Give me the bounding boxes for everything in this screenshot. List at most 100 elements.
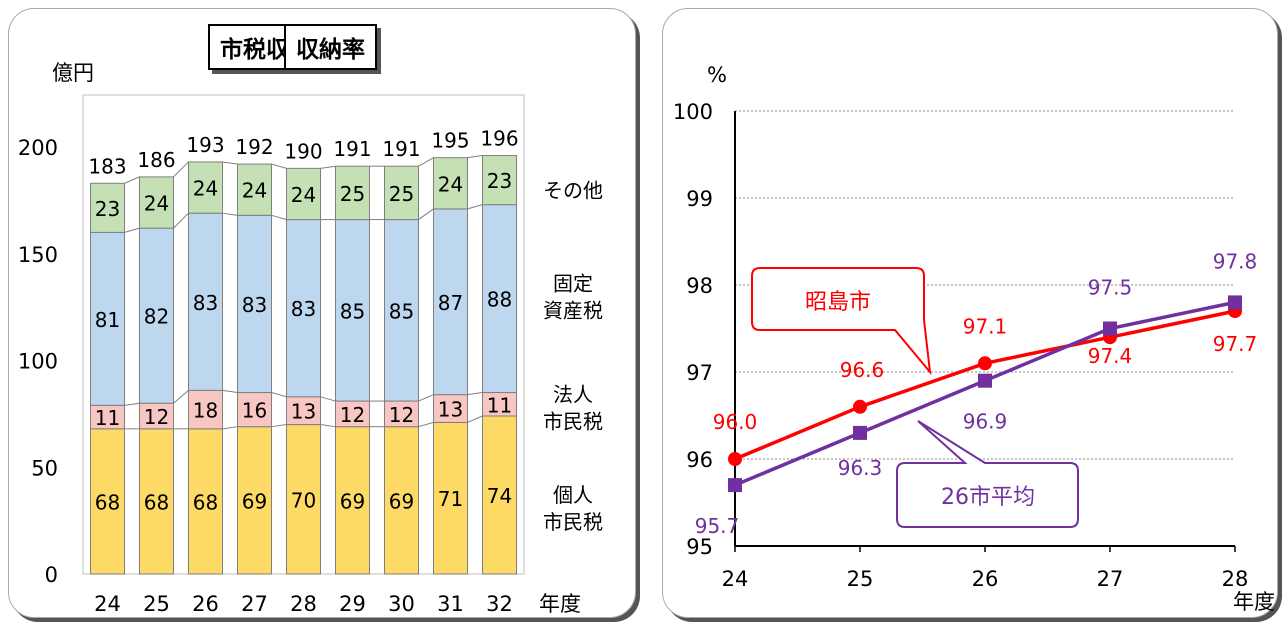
data-label-1: 97.8 <box>1213 249 1258 273</box>
bar-value-label: 83 <box>193 291 218 315</box>
series-connector-line <box>467 392 483 396</box>
bar-value-label: 13 <box>438 398 463 422</box>
x-axis-label: 年度 <box>1233 590 1275 614</box>
bar-segment <box>237 426 272 575</box>
bar-segment <box>90 182 125 233</box>
bar-value-label: 69 <box>340 489 365 513</box>
data-label-1: 97.5 <box>1088 276 1133 300</box>
bar-segment <box>286 167 321 221</box>
y-tick-label: 100 <box>673 100 713 124</box>
legend-label-2: 固定 <box>553 271 593 295</box>
bar-segment <box>384 219 419 402</box>
series-connector-line <box>222 389 238 394</box>
bar-segment <box>139 176 174 229</box>
bar-value-label: 25 <box>389 182 414 206</box>
bar-total-label: 192 <box>235 135 273 159</box>
bar-value-label: 25 <box>340 182 365 206</box>
bar-value-label: 11 <box>95 406 120 430</box>
data-point-1 <box>1228 295 1242 310</box>
bar-segment <box>237 214 272 394</box>
series-connector-line <box>418 157 434 167</box>
series-connector-line <box>271 214 287 221</box>
bar-total-label: 195 <box>431 129 469 153</box>
bar-segment <box>139 428 174 575</box>
x-tick-label: 29 <box>339 592 366 616</box>
bar-segment <box>384 165 419 221</box>
bar-value-label: 68 <box>193 490 218 514</box>
bar-value-label: 11 <box>487 393 512 417</box>
series-connector-line <box>124 227 140 233</box>
y-tick-label: 100 <box>18 350 58 374</box>
legend-label-0: 市民税 <box>543 510 603 534</box>
bar-value-label: 23 <box>95 197 120 221</box>
bar-total-label: 196 <box>480 127 518 151</box>
bar-value-label: 24 <box>193 177 218 201</box>
series-connector-line <box>320 396 336 402</box>
legend-label-1: 市民税 <box>543 410 603 434</box>
series-connector-line <box>271 392 287 398</box>
bar-value-label: 74 <box>487 484 512 508</box>
x-tick-label: 25 <box>847 567 874 591</box>
bar-value-label: 70 <box>291 488 316 512</box>
legend-label-2: 資産税 <box>543 298 603 322</box>
y-tick-label: 99 <box>686 187 713 211</box>
y-tick-label: 97 <box>686 361 713 385</box>
y-axis-label: % <box>707 63 727 87</box>
bar-segment <box>139 402 174 430</box>
x-tick-label: 32 <box>486 592 513 616</box>
collection-rate-chart-title: 収納率 <box>284 24 377 70</box>
bar-value-label: 83 <box>242 293 267 317</box>
bar-segment <box>286 219 321 398</box>
bar-segment <box>286 396 321 426</box>
bar-segment <box>433 421 468 575</box>
bar-total-label: 186 <box>137 148 175 172</box>
x-tick-label: 27 <box>1097 567 1124 591</box>
data-point-1 <box>853 425 867 440</box>
data-point-0 <box>728 452 742 466</box>
data-label-0: 96.6 <box>840 358 885 382</box>
x-tick-label: 28 <box>290 592 317 616</box>
legend-label-0: 昭島市 <box>805 290 871 315</box>
legend-label-1: 26市平均 <box>941 485 1035 510</box>
bar-value-label: 87 <box>438 291 463 315</box>
series-connector-line <box>173 390 189 404</box>
data-label-0: 97.7 <box>1213 332 1258 356</box>
data-point-1 <box>978 373 992 388</box>
series-connector-line <box>271 163 287 169</box>
series-connector-line <box>271 424 287 428</box>
series-connector-line <box>467 155 483 159</box>
data-label-1: 96.3 <box>838 456 883 480</box>
series-connector-line <box>418 421 434 428</box>
bar-value-label: 12 <box>389 403 414 427</box>
bar-value-label: 24 <box>242 179 267 203</box>
bar-segment <box>286 424 321 575</box>
series-connector-line <box>467 415 483 423</box>
y-axis-label: 億円 <box>52 61 94 85</box>
series-connector-line <box>418 208 434 220</box>
x-tick-label: 25 <box>143 592 170 616</box>
x-tick-label: 28 <box>1222 567 1249 591</box>
series-connector-line <box>467 204 483 210</box>
bar-value-label: 23 <box>487 169 512 193</box>
data-point-1 <box>1103 321 1117 336</box>
y-tick-label: 96 <box>686 448 713 472</box>
bar-value-label: 68 <box>95 490 120 514</box>
bar-value-label: 83 <box>291 297 316 321</box>
bar-value-label: 71 <box>438 487 463 511</box>
bar-segment <box>482 204 517 394</box>
bar-segment <box>335 426 370 575</box>
data-label-0: 97.1 <box>963 314 1008 338</box>
x-tick-label: 26 <box>192 592 219 616</box>
bar-segment <box>335 219 370 402</box>
bar-value-label: 12 <box>144 405 169 429</box>
bar-value-label: 81 <box>95 308 120 332</box>
bar-value-label: 88 <box>487 288 512 312</box>
bar-value-label: 24 <box>144 192 169 216</box>
x-tick-label: 26 <box>972 567 999 591</box>
y-tick-label: 50 <box>31 456 58 480</box>
bar-segment <box>482 415 517 575</box>
bar-segment <box>335 165 370 221</box>
data-label-0: 97.4 <box>1088 344 1133 368</box>
bar-value-label: 85 <box>340 299 365 323</box>
x-tick-label: 30 <box>388 592 415 616</box>
